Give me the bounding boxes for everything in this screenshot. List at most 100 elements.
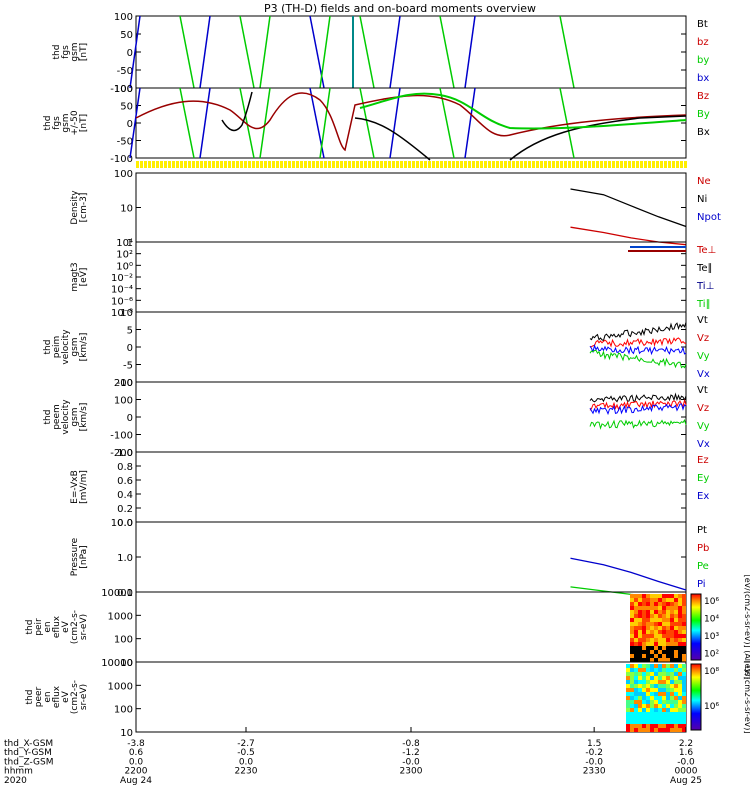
ylabel-line: Pressure [70, 537, 80, 576]
yellow-band [160, 161, 163, 168]
ytick-label: 10000 [101, 658, 133, 669]
heat-cell [626, 720, 630, 724]
heat-cell [674, 650, 678, 654]
velocity-trace [589, 349, 687, 369]
heat-cell [666, 688, 670, 692]
heat-cell [646, 614, 650, 618]
heat-cell [678, 646, 682, 650]
yellow-band [264, 161, 267, 168]
heat-cell [642, 642, 646, 646]
heat-cell [670, 672, 674, 676]
yellow-band [324, 161, 327, 168]
yellow-band [516, 161, 519, 168]
heat-cell [678, 708, 682, 712]
heat-cell [666, 680, 670, 684]
heat-cell [670, 708, 674, 712]
yellow-band [256, 161, 259, 168]
heat-cell [650, 602, 654, 606]
heat-cell [650, 704, 654, 708]
ytick-label: -10 [117, 378, 133, 389]
heat-cell [642, 708, 646, 712]
xaxis-value: Aug 24 [120, 776, 152, 786]
heat-cell [678, 728, 682, 732]
heat-cell [658, 594, 662, 598]
heat-cell [678, 720, 682, 724]
panel-frame-pressure [135, 521, 687, 593]
legend-Bz: Bz [697, 91, 709, 102]
yellow-band [192, 161, 195, 168]
heat-cell [682, 602, 686, 606]
velocity-trace [589, 337, 687, 348]
heat-cell [666, 614, 670, 618]
yellow-band [404, 161, 407, 168]
heat-cell [678, 622, 682, 626]
heat-cell [662, 720, 666, 724]
yellow-band [672, 161, 675, 168]
heat-cell [682, 728, 686, 732]
heat-cell [666, 646, 670, 650]
heat-cell [630, 642, 634, 646]
yellow-band [316, 161, 319, 168]
heat-cell [658, 692, 662, 696]
yellow-band [328, 161, 331, 168]
heat-cell [626, 728, 630, 732]
heat-cell [678, 704, 682, 708]
heat-cell [630, 638, 634, 642]
xaxis-value: 2.2 [679, 739, 693, 749]
heat-cell [630, 704, 634, 708]
ylabel-line: [km/s] [79, 403, 89, 432]
yellow-band [184, 161, 187, 168]
heat-cell [670, 716, 674, 720]
legend-Vt: Vt [697, 315, 708, 326]
heat-cell [654, 630, 658, 634]
heat-cell [638, 720, 642, 724]
ytick-label: 0 [127, 48, 133, 59]
yellow-band [172, 161, 175, 168]
ytick-label: 0.0 [117, 518, 133, 529]
ytick-label: 1.0 [117, 553, 133, 564]
heat-cell [674, 618, 678, 622]
heat-cell [642, 606, 646, 610]
heat-cell [634, 668, 638, 672]
legend-by: by [697, 55, 709, 66]
heat-cell [678, 642, 682, 646]
yellow-band [596, 161, 599, 168]
ylabel-line: [cm-3] [79, 193, 89, 223]
heat-cell [642, 650, 646, 654]
heat-cell [678, 606, 682, 610]
heat-cell [666, 692, 670, 696]
heat-cell [658, 712, 662, 716]
ytick-label: 100 [114, 84, 133, 95]
heat-cell [642, 638, 646, 642]
heat-cell [634, 630, 638, 634]
heat-cell [642, 654, 646, 658]
heat-cell [662, 602, 666, 606]
heat-cell [654, 680, 658, 684]
heat-cell [654, 622, 658, 626]
ytick-label: -100 [110, 154, 133, 165]
yellow-band [288, 161, 291, 168]
yellow-band [624, 161, 627, 168]
legend-bz: bz [697, 37, 709, 48]
yellow-band [408, 161, 411, 168]
heat-cell [638, 610, 642, 614]
ytick-label: 10 [120, 658, 133, 669]
yellow-band [280, 161, 283, 168]
heat-cell [638, 692, 642, 696]
heat-cell [634, 704, 638, 708]
heat-cell [638, 630, 642, 634]
field-trace [259, 15, 271, 89]
heat-cell [654, 594, 658, 598]
heat-cell [666, 602, 670, 606]
yellow-band [668, 161, 671, 168]
heat-cell [634, 634, 638, 638]
yellow-band [216, 161, 219, 168]
heat-cell [646, 622, 650, 626]
ylabel-line: fgs [52, 116, 62, 130]
legend-Ti⊥: Ti⊥ [696, 281, 714, 292]
yellow-band [652, 161, 655, 168]
yellow-band [504, 161, 507, 168]
ylabel-line: thd [25, 690, 35, 705]
yellow-band [276, 161, 279, 168]
